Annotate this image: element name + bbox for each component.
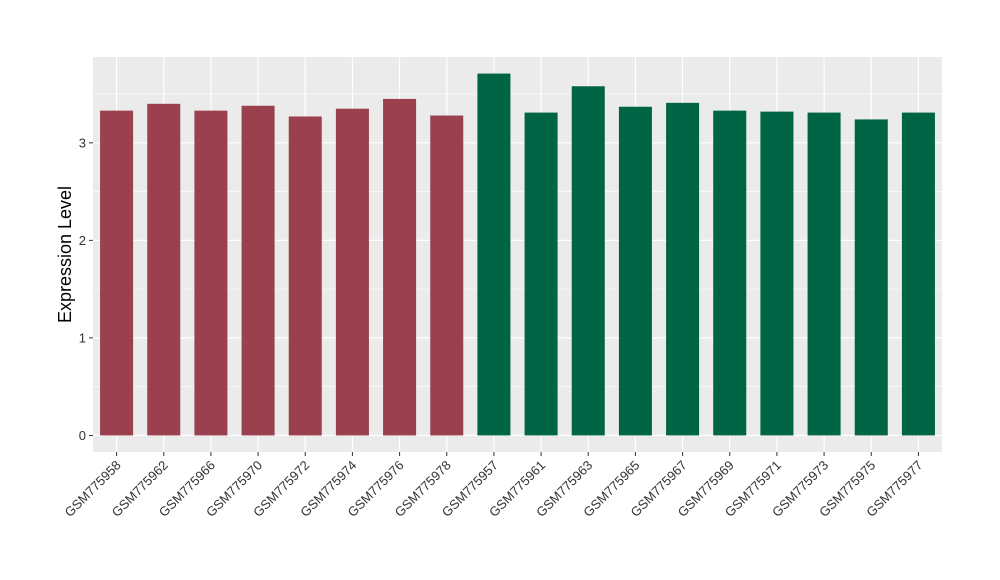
bar-GSM775971 [760, 111, 794, 436]
y-axis-title: Expression Level [55, 186, 75, 323]
bar-GSM775962 [147, 103, 181, 436]
bar-GSM775974 [335, 108, 369, 436]
bar-GSM775961 [524, 112, 558, 436]
bar-GSM775965 [618, 106, 652, 436]
bar-GSM775958 [100, 110, 134, 436]
bar-GSM775978 [430, 115, 464, 436]
bar-GSM775969 [713, 110, 747, 436]
y-axis: 0 1 2 3 [79, 135, 93, 443]
bar-GSM775970 [241, 105, 275, 436]
bars [100, 73, 935, 436]
bar-GSM775957 [477, 73, 511, 436]
bar-GSM775977 [901, 112, 935, 436]
x-axis: GSM775958GSM775962GSM775966GSM775970GSM7… [61, 452, 926, 520]
y-tick-label: 0 [79, 428, 86, 443]
bar-GSM775976 [383, 98, 417, 436]
bar-GSM775966 [194, 110, 228, 436]
y-tick-label: 3 [79, 135, 86, 150]
bar-GSM775967 [666, 102, 700, 436]
bar-GSM775972 [288, 116, 322, 436]
y-tick-label: 2 [79, 233, 86, 248]
bar-GSM775963 [571, 86, 605, 436]
bar-GSM775973 [807, 112, 841, 436]
bar-GSM775975 [854, 119, 888, 436]
plot-panel [93, 57, 942, 452]
y-tick-label: 1 [79, 330, 86, 345]
